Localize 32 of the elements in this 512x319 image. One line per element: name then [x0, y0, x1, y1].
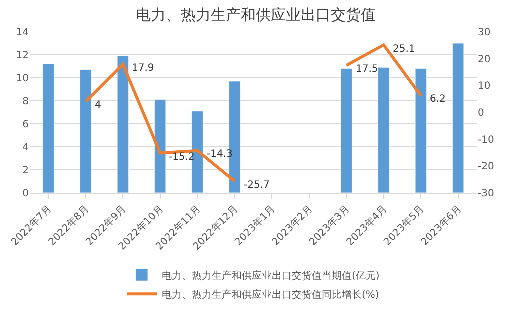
- y2-tick-label: -10: [478, 134, 494, 146]
- y2-tick-label: 30: [478, 28, 491, 38]
- y-tick-label: 6: [22, 120, 29, 130]
- y-tick-label: 10: [16, 74, 29, 84]
- y2-tick-label: -30: [478, 188, 494, 200]
- y2-tick-label: -20: [478, 162, 494, 173]
- y-tick-label: 14: [16, 28, 29, 38]
- bar: [117, 56, 129, 193]
- data-label: 6.2: [430, 94, 446, 105]
- legend-label: 电力、热力生产和供应业出口交货值同比增长(%): [162, 289, 380, 302]
- y-tick-label: 0: [22, 188, 29, 200]
- y-tick-label: 2: [22, 166, 29, 176]
- bar: [378, 67, 390, 193]
- bar: [154, 100, 166, 193]
- y-tick-label: 12: [16, 50, 29, 62]
- bar: [340, 68, 352, 193]
- y-tick-label: 4: [22, 142, 29, 154]
- data-label: 4: [95, 100, 102, 111]
- y2-tick-label: 0: [478, 108, 484, 119]
- data-label: 17.5: [356, 64, 378, 75]
- y-tick-label: 8: [22, 96, 29, 108]
- bar: [452, 43, 464, 193]
- y2-tick-label: 20: [478, 54, 491, 66]
- bar: [80, 70, 92, 193]
- bar: [42, 64, 54, 193]
- chart-title: 电力、热力生产和供应业出口交货值: [136, 6, 376, 24]
- data-label: 17.9: [132, 63, 154, 74]
- data-label: -25.7: [244, 180, 270, 191]
- y2-tick-label: 10: [478, 81, 491, 92]
- data-label: 25.1: [393, 44, 416, 55]
- legend-label: 电力、热力生产和供应业出口交货值当期值(亿元): [162, 270, 380, 282]
- bar: [415, 68, 427, 193]
